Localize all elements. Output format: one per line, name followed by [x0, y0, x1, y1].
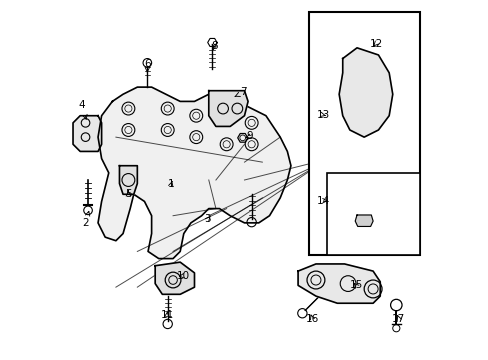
- Bar: [308, 12, 419, 255]
- Polygon shape: [155, 262, 194, 294]
- Text: 11: 11: [160, 310, 173, 320]
- Polygon shape: [73, 116, 102, 152]
- Text: 6: 6: [144, 59, 150, 72]
- Text: 15: 15: [348, 280, 362, 291]
- Text: 9: 9: [245, 131, 253, 141]
- Text: 5: 5: [125, 189, 131, 199]
- Text: 13: 13: [316, 110, 329, 120]
- Text: 16: 16: [305, 314, 318, 324]
- Text: 1: 1: [167, 179, 174, 189]
- Polygon shape: [339, 48, 392, 137]
- Text: 17: 17: [391, 314, 405, 324]
- Text: 14: 14: [316, 196, 329, 206]
- Polygon shape: [298, 264, 380, 303]
- Polygon shape: [208, 91, 247, 126]
- Polygon shape: [98, 87, 290, 258]
- Text: 7: 7: [235, 87, 246, 98]
- Text: 2: 2: [82, 211, 90, 228]
- Text: 3: 3: [204, 214, 211, 224]
- Polygon shape: [354, 215, 372, 226]
- Text: 8: 8: [210, 41, 217, 51]
- Text: 10: 10: [177, 271, 190, 281]
- Text: 12: 12: [368, 39, 382, 49]
- Text: 4: 4: [79, 100, 87, 119]
- Polygon shape: [119, 166, 137, 194]
- Bar: [326, 173, 419, 255]
